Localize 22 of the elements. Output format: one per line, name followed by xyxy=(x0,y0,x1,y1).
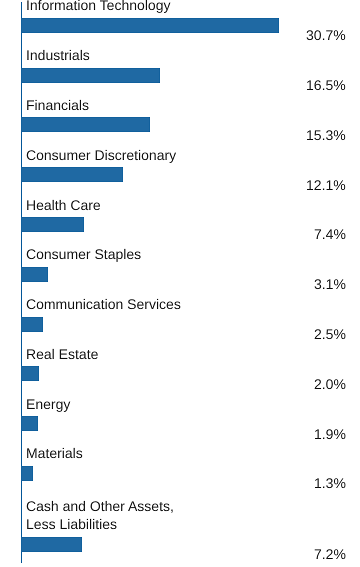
y-tick-label: Industrials xyxy=(26,47,90,63)
y-tick-label: Health Care xyxy=(26,197,101,213)
data-label: 7.2% xyxy=(314,546,346,562)
data-label: 1.9% xyxy=(314,426,346,442)
data-label: 12.1% xyxy=(306,177,346,193)
y-tick-label: Real Estate xyxy=(26,346,99,362)
data-label: 1.3% xyxy=(314,475,346,491)
y-tick-label: Financials xyxy=(26,97,90,113)
data-label: 7.4% xyxy=(314,226,346,242)
y-tick-label: Energy xyxy=(26,396,70,412)
y-tick-label: Communication Services xyxy=(26,296,181,312)
y-tick-label: Materials xyxy=(26,445,83,461)
y-tick-label: Consumer Staples xyxy=(26,246,142,262)
data-label: 2.0% xyxy=(314,376,346,392)
data-label: 30.7% xyxy=(306,27,346,43)
y-tick-label: Information Technology xyxy=(26,0,170,13)
y-tick-label: Consumer Discretionary xyxy=(26,147,176,163)
data-label: 15.3% xyxy=(306,127,346,143)
data-label: 3.1% xyxy=(314,276,346,292)
data-label: 16.5% xyxy=(306,77,346,93)
data-label: 2.5% xyxy=(314,326,346,342)
y-tick-label: Cash and Other Assets, Less Liabilities xyxy=(26,498,174,532)
